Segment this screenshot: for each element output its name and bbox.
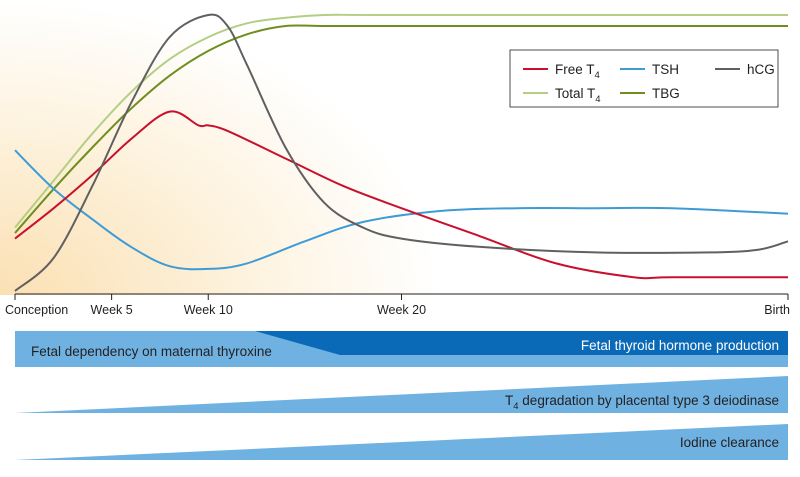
band-iodine: Iodine clearance xyxy=(15,424,788,460)
band-t4-wedge xyxy=(15,376,788,413)
band-fetal-production xyxy=(255,331,788,355)
x-ticks: Conception Week 5 Week 10 Week 20 Birth xyxy=(5,294,790,317)
band-t4-degradation: T4 degradation by placental type 3 deiod… xyxy=(15,376,788,413)
legend-label-main: TSH xyxy=(652,62,679,77)
band-maternal-label: Fetal dependency on maternal thyroxine xyxy=(31,344,272,359)
legend-label-hcg: hCG xyxy=(747,62,775,77)
x-tick-label-week-20: Week 20 xyxy=(377,303,426,317)
series-line-tsh xyxy=(14,149,789,271)
band-t4-rest: degradation by placental type 3 deiodina… xyxy=(519,393,779,408)
legend-box xyxy=(509,49,779,108)
series-line-hcg xyxy=(14,13,789,292)
legend-label-subscript: 4 xyxy=(595,70,600,81)
band-fetal-label: Fetal thyroid hormone production xyxy=(581,338,779,353)
series-line-total-t4 xyxy=(14,13,788,229)
legend-label-free-t4: Free T4 xyxy=(555,62,600,81)
band-t4-label: T4 degradation by placental type 3 deiod… xyxy=(505,393,779,412)
plot-lines xyxy=(14,13,789,292)
band-t4-prefix: T xyxy=(505,393,513,408)
series-line-tbg xyxy=(14,24,788,234)
band-iodine-wedge xyxy=(15,424,788,460)
legend-label-tsh: TSH xyxy=(652,62,679,77)
legend-label-main: hCG xyxy=(747,62,775,77)
band-iodine-label: Iodine clearance xyxy=(680,435,779,450)
band-maternal-dependency: Fetal dependency on maternal thyroxine F… xyxy=(15,331,788,367)
x-tick-label-conception: Conception xyxy=(5,303,68,317)
chart-background xyxy=(0,0,800,295)
legend-label-main: Total T xyxy=(555,86,595,101)
legend-label-tbg: TBG xyxy=(652,86,680,101)
x-tick-label-week-10: Week 10 xyxy=(184,303,233,317)
series-line-free-t4 xyxy=(14,110,788,280)
legend-label-main: Free T xyxy=(555,62,595,77)
legend-label-subscript: 4 xyxy=(595,94,600,105)
band-t4-subscript: 4 xyxy=(513,401,518,412)
legend-label-main: TBG xyxy=(652,86,680,101)
legend-label-total-t4: Total T4 xyxy=(555,86,601,105)
x-tick-label-birth: Birth xyxy=(764,303,790,317)
x-tick-label-week-5: Week 5 xyxy=(91,303,133,317)
